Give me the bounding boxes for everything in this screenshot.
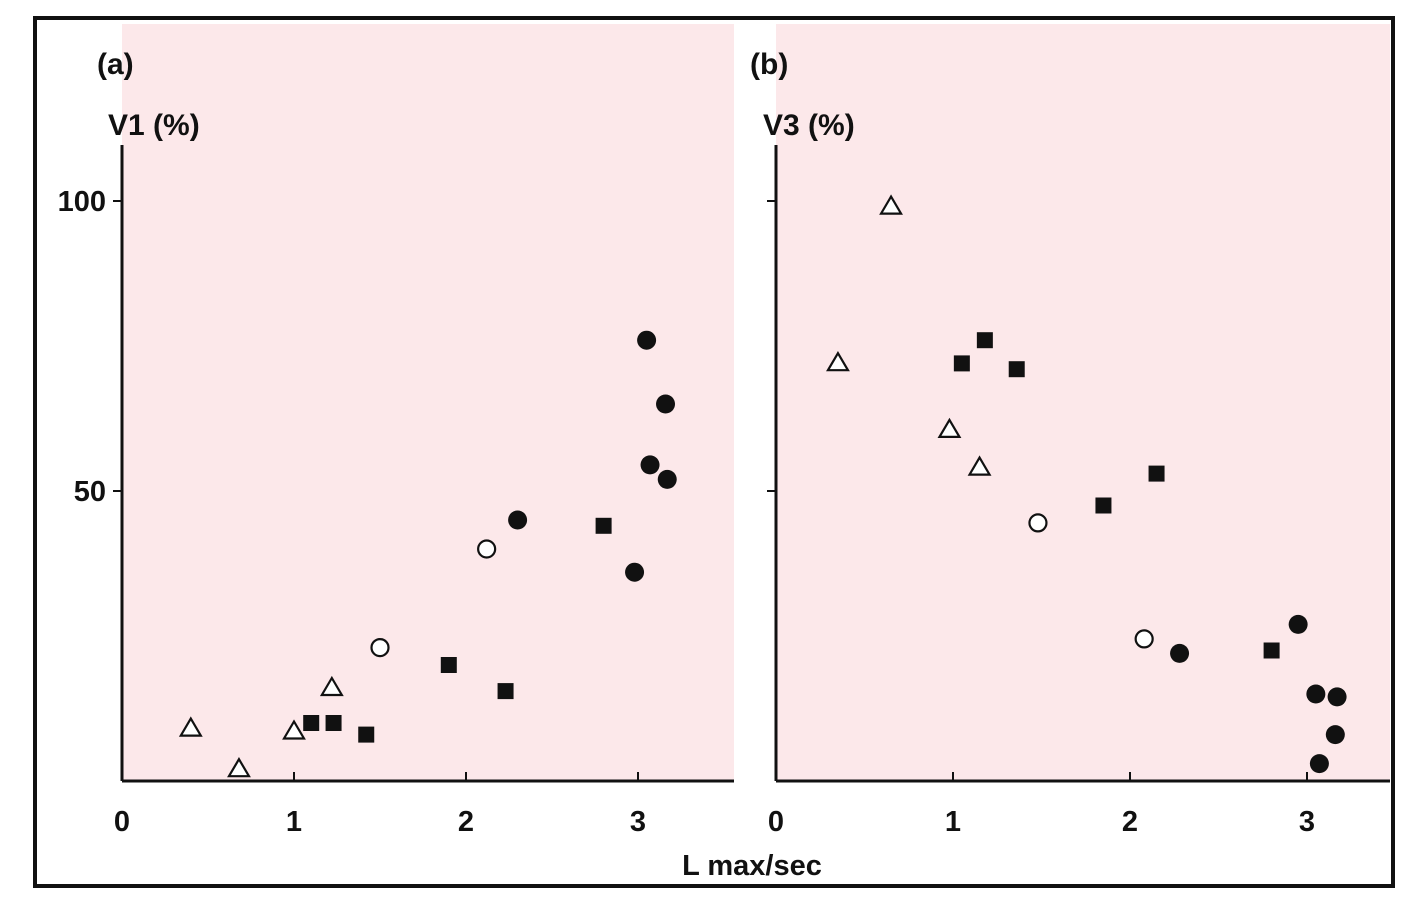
panel-a-point-open-triangle	[227, 757, 251, 778]
panel-b-point-open-triangle	[937, 417, 962, 438]
panel-b-point-filled-circle	[1288, 614, 1308, 634]
panel-a-point-filled-square	[497, 683, 514, 700]
panel-b-point-filled-square	[1008, 361, 1025, 378]
panel-b-point-filled-square	[1095, 497, 1112, 514]
panel-a-background	[122, 24, 734, 781]
panel-a-point-filled-square	[358, 726, 375, 743]
panel-b-point-filled-circle	[1325, 725, 1345, 745]
panel-b-point-open-circle	[1028, 513, 1048, 533]
panel-a-point-filled-square	[595, 517, 612, 534]
panel-a-points	[178, 330, 677, 778]
x-axis-label: L max/sec	[682, 850, 822, 882]
panel-a-point-filled-circle	[640, 455, 660, 475]
panel-a: (a) V1 (%) 0 1 2 3 50 100	[58, 48, 734, 838]
panel-a-point-open-circle	[370, 637, 390, 658]
panel-b-x-tick-label: 2	[1122, 806, 1138, 838]
panel-a-point-open-triangle	[178, 716, 203, 737]
panel-b-point-filled-circle	[1309, 754, 1329, 774]
panel-a-x-tick-label: 0	[114, 806, 130, 838]
panel-a-y-axis-label: V1 (%)	[108, 109, 200, 142]
panel-b-points	[826, 194, 1347, 774]
panel-b-point-filled-circle	[1306, 684, 1326, 704]
panel-a-point-filled-circle	[656, 394, 676, 414]
panel-b-point-filled-square	[1148, 465, 1165, 482]
panel-b-label: (b)	[750, 48, 788, 81]
panel-a-label: (a)	[97, 48, 134, 81]
panel-b-point-open-triangle	[967, 455, 992, 476]
panel-a-point-filled-square	[303, 715, 320, 731]
panel-b-x-tick-label: 1	[945, 806, 961, 838]
panel-a-x-tick-label: 3	[630, 806, 646, 838]
panel-b-x-tick-label: 3	[1299, 806, 1315, 838]
panel-b-x-tick-label: 0	[768, 806, 784, 838]
panel-a-point-open-triangle	[319, 675, 344, 697]
panel-a-y-tick-label: 50	[74, 476, 106, 508]
panel-a-y-tick-label: 100	[58, 186, 106, 218]
panel-b-y-axis-label: V3 (%)	[763, 109, 855, 142]
panel-b-point-filled-square	[976, 332, 993, 349]
panel-b-point-open-triangle	[826, 351, 850, 372]
panel-b-point-open-circle	[1134, 629, 1154, 649]
panel-a-point-filled-circle	[637, 330, 657, 350]
panel-b-background	[776, 24, 1390, 781]
panel-b-point-filled-square	[1263, 642, 1280, 659]
panel-a-point-open-circle	[477, 539, 497, 559]
panel-a-point-filled-circle	[657, 469, 677, 489]
panel-a-x-tick-label: 1	[286, 806, 302, 838]
panel-a-point-filled-circle	[508, 510, 528, 530]
panel-b-point-filled-square	[953, 355, 970, 372]
panel-b-point-filled-circle	[1170, 643, 1190, 663]
panel-b-point-open-triangle	[879, 194, 903, 215]
panel-b-ticks: 0 1 2 3	[767, 200, 1315, 838]
panel-b: (b) V3 (%) 0 1 2 3	[750, 48, 1390, 838]
panel-a-x-tick-label: 2	[458, 806, 474, 838]
panel-a-ticks: 0 1 2 3 50 100	[58, 186, 646, 838]
panel-a-point-filled-circle	[625, 562, 645, 582]
panel-a-point-filled-square	[325, 715, 342, 731]
panel-a-point-open-triangle	[282, 719, 306, 740]
panel-b-point-filled-circle	[1327, 687, 1347, 707]
panel-a-point-filled-square	[440, 657, 457, 673]
